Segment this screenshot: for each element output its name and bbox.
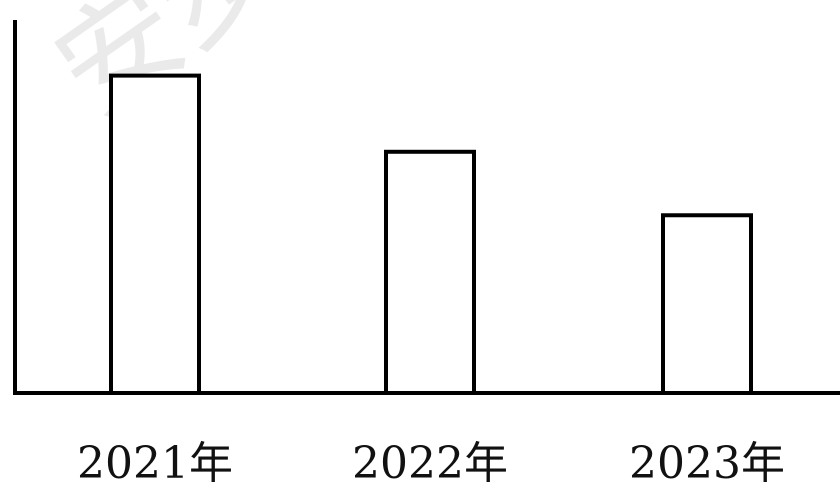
x-tick-label: 2022年 (352, 438, 508, 489)
bar-2022年 (384, 149, 476, 395)
x-tick-label: 2023年 (629, 438, 785, 489)
x-tick-labels: 2021年 2022年 2023年 (77, 438, 785, 489)
bar-2023年 (661, 213, 753, 395)
bars-group (109, 73, 753, 395)
x-tick-label: 2021年 (77, 438, 233, 489)
bar-2021年 (109, 73, 201, 395)
